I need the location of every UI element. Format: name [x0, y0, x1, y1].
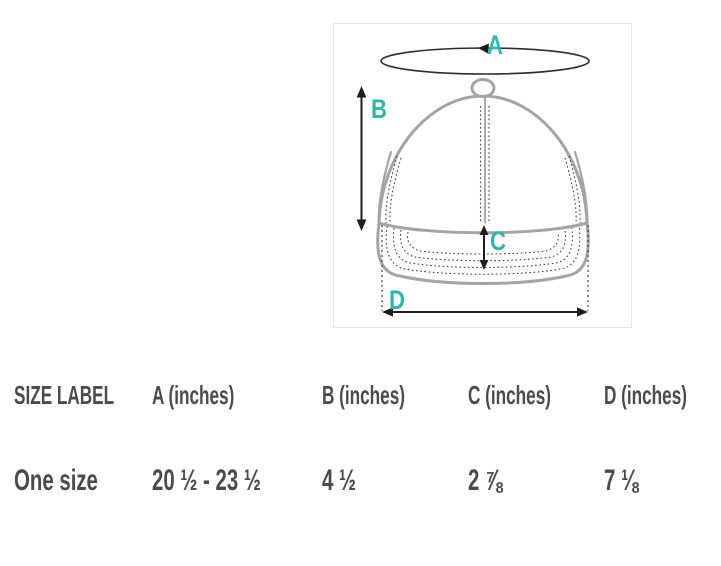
cell-size-label: One size: [14, 464, 98, 497]
extent-guide-lines: [381, 225, 589, 311]
cap-top-button: [470, 78, 496, 98]
column-header-b: B (inches): [322, 380, 405, 410]
cap-visor-outline: [376, 221, 590, 285]
measure-arrow-d-icon: [382, 307, 588, 317]
measure-label-d: D: [389, 286, 405, 316]
measure-label-b: B: [371, 95, 387, 125]
size-table: SIZE LABEL A (inches) B (inches) C (inch…: [0, 380, 721, 498]
cap-diagram-svg: A B: [356, 31, 590, 317]
measure-arrow-c-icon: [479, 225, 489, 270]
measure-label-a: A: [487, 31, 503, 61]
cell-a-value: 20 ½ - 23 ½: [152, 464, 261, 497]
table-header-row: SIZE LABEL A (inches) B (inches) C (inch…: [0, 380, 721, 410]
column-header-a: A (inches): [152, 380, 235, 410]
cap-crown-outline: [377, 94, 589, 225]
measure-arrow-b-icon: [356, 86, 367, 231]
column-header-d: D (inches): [604, 380, 687, 410]
table-row: One size 20 ½ - 23 ½ 4 ½ 2 ⅞ 7 ⅛: [0, 464, 721, 498]
column-header-size-label: SIZE LABEL: [14, 380, 115, 410]
cell-d-value: 7 ⅛: [604, 464, 639, 497]
cell-c-value: 2 ⅞: [468, 464, 503, 497]
cap-measurement-diagram: A B: [333, 23, 632, 328]
cell-b-value: 4 ½: [322, 464, 357, 497]
column-header-c: C (inches): [468, 380, 551, 410]
head-circumference-ellipse: [380, 43, 590, 75]
circumference-arrow-icon: [478, 43, 489, 54]
measure-label-c: C: [490, 227, 506, 257]
